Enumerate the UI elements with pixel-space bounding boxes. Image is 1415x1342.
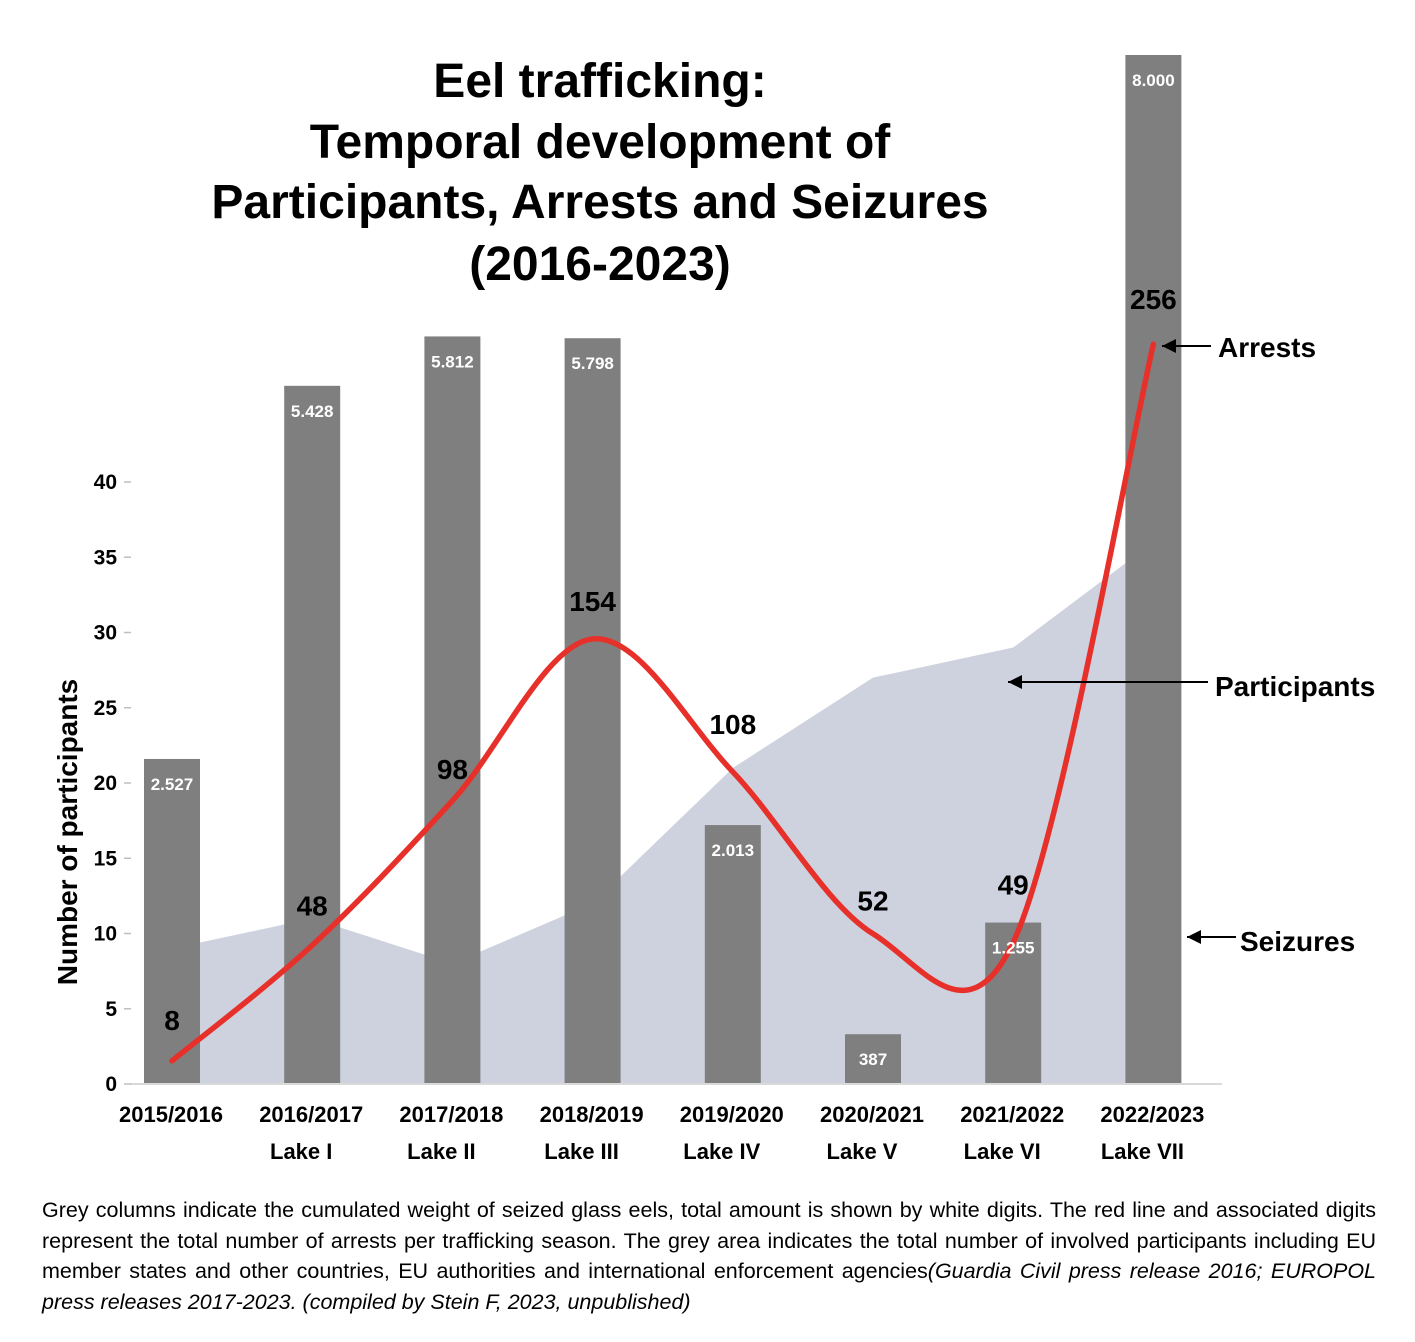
seizure-value-label: 387: [859, 1050, 887, 1069]
x-tick-sublabel: Lake I: [270, 1139, 332, 1164]
x-tick-sublabel: Lake V: [827, 1139, 898, 1164]
x-tick-label: 2020/2021: [820, 1102, 924, 1127]
arrests-value-label: 49: [998, 869, 1029, 900]
seizure-bar: [564, 338, 621, 1084]
arrests-value-label: 256: [1130, 284, 1177, 315]
chart-title: Eel trafficking: Temporal development of P…: [211, 55, 988, 291]
legend-arrests: Arrests: [1218, 332, 1316, 363]
chart-title-line: (2016-2023): [469, 238, 731, 291]
y-tick-label: 5: [105, 998, 117, 1021]
arrests-value-label: 108: [709, 709, 756, 740]
x-tick-label: 2019/2020: [680, 1102, 784, 1127]
participants-area: [172, 542, 1154, 1084]
chart-title-line: Eel trafficking:: [433, 55, 766, 108]
y-tick-label: 40: [94, 471, 117, 494]
seizure-bar: [985, 922, 1042, 1084]
chart: Eel trafficking: Temporal development of P…: [52, 55, 1375, 1164]
arrests-value-label: 8: [164, 1005, 180, 1036]
arrests-line-layer: [169, 341, 1157, 1064]
caption-text: Grey columns indicate the cumulated weig…: [42, 1198, 1376, 1283]
axes: 0 5 10 15 20 25 30 35 40 Number of participants 20…: [52, 471, 1222, 1164]
seizure-bar: [424, 336, 481, 1084]
data-labels-layer: 2.527 5.428 5.812 5.798 2.013 387 1.255 8.000 8 4…: [151, 71, 1177, 1069]
seizures-bars-layer: [144, 55, 1182, 1084]
y-tick-label: 30: [94, 622, 117, 645]
seizure-bar: [144, 758, 200, 1084]
seizure-value-label: 5.428: [291, 402, 334, 421]
x-tick-label: 2021/2022: [960, 1102, 1064, 1127]
x-tick-sublabel: Lake II: [407, 1139, 475, 1164]
seizure-value-label: 5.798: [571, 354, 614, 373]
y-tick-label: 15: [94, 847, 118, 870]
seizure-value-label: 5.812: [431, 352, 474, 371]
x-tick-sublabel: Lake VI: [964, 1139, 1041, 1164]
y-axis-label: Number of participants: [52, 679, 83, 985]
legend-arrowhead: [1008, 675, 1022, 689]
x-tick-sublabel: Lake VII: [1101, 1139, 1184, 1164]
caption-source: (Guardia Civil press release 2016; EUROP…: [42, 1259, 1377, 1314]
legend-arrowhead: [1162, 339, 1176, 353]
seizure-bar: [845, 1034, 901, 1084]
arrests-value-label: 48: [297, 890, 328, 921]
x-tick-label: 2022/2023: [1100, 1102, 1204, 1127]
arrests-value-label: 154: [569, 586, 616, 617]
x-tick-label: 2017/2018: [399, 1102, 503, 1127]
seizure-value-label: 2.013: [712, 841, 755, 860]
legend-participants: Participants: [1215, 671, 1375, 702]
legend-seizures: Seizures: [1240, 926, 1355, 957]
x-tick-label: 2015/2016: [119, 1102, 223, 1127]
arrests-line: [169, 341, 1157, 1064]
seizure-bar: [704, 825, 761, 1084]
y-tick-label: 20: [94, 772, 117, 795]
seizure-value-label: 1.255: [992, 939, 1035, 958]
y-tick-label: 35: [94, 546, 118, 569]
chart-title-line: Temporal development of: [310, 116, 892, 169]
seizure-bar: [1125, 55, 1182, 1084]
x-tick-label: 2016/2017: [259, 1102, 363, 1127]
x-tick-sublabel: Lake IV: [683, 1139, 760, 1164]
x-tick-sublabel: Lake III: [544, 1139, 619, 1164]
x-tick-label: 2018/2019: [540, 1102, 644, 1127]
chart-title-line: Participants, Arrests and Seizures: [211, 176, 988, 229]
y-tick-label: 0: [105, 1073, 117, 1096]
seizure-bar: [284, 385, 341, 1084]
seizure-value-label: 8.000: [1132, 71, 1175, 90]
seizure-value-label: 2.527: [151, 775, 194, 794]
arrests-value-label: 52: [857, 886, 888, 917]
y-tick-label: 25: [94, 697, 118, 720]
figure-caption: Grey columns indicate the cumulated weig…: [42, 1195, 1376, 1317]
legend: Arrests Participants Seizures: [1008, 332, 1375, 957]
participants-area-layer: [172, 542, 1154, 1084]
y-tick-label: 10: [94, 923, 117, 946]
arrests-value-label: 98: [437, 754, 468, 785]
legend-arrowhead: [1187, 930, 1201, 944]
